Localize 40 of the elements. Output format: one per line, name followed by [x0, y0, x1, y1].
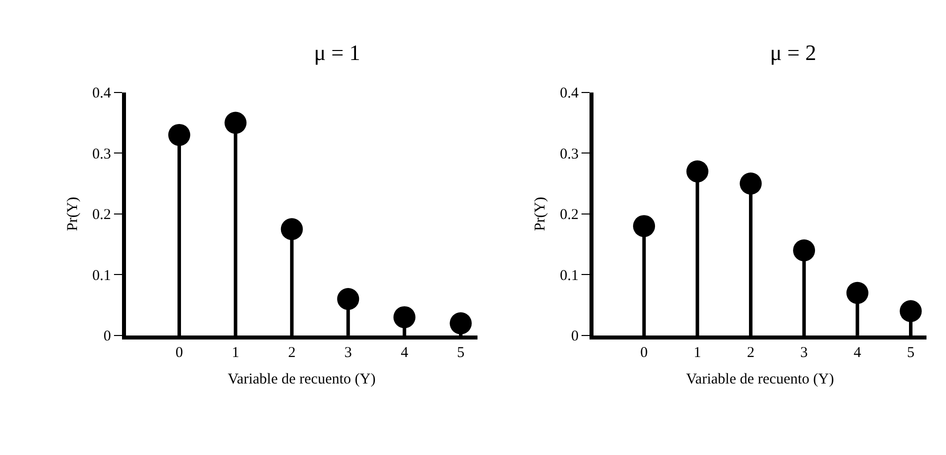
y-tick-label: 0.2 — [92, 207, 111, 224]
chart-title: μ = 1 — [314, 40, 360, 65]
point — [686, 160, 708, 182]
x-tick-label: 0 — [640, 345, 648, 362]
y-tick-label: 0.1 — [92, 268, 111, 284]
point — [280, 218, 303, 240]
point — [793, 239, 816, 262]
y-axis-title: Pr(Y) — [65, 196, 81, 232]
point — [393, 306, 416, 328]
y-tick-label: 0 — [104, 328, 111, 345]
x-tick-label: 3 — [800, 345, 808, 362]
point — [224, 112, 247, 134]
point — [168, 124, 190, 146]
x-tick-label: 0 — [175, 345, 183, 362]
x-axis-title: Variable de recuento (Y) — [686, 372, 834, 388]
x-tick-label: 5 — [906, 345, 914, 362]
y-tick-label: 0.3 — [560, 146, 579, 162]
point — [846, 282, 868, 304]
x-tick-label: 4 — [854, 345, 862, 362]
y-tick-label: 0.2 — [560, 207, 579, 224]
point — [633, 215, 656, 238]
point — [450, 312, 472, 334]
x-axis-title: Variable de recuento (Y) — [228, 372, 376, 388]
point — [740, 172, 762, 195]
chart-title: μ = 2 — [770, 40, 816, 65]
x-tick-label: 1 — [694, 345, 702, 362]
y-tick-label: 0 — [571, 328, 579, 345]
x-tick-label: 1 — [232, 345, 240, 362]
y-axis-title: Pr(Y) — [532, 196, 549, 232]
y-tick-label: 0.1 — [560, 268, 579, 284]
y-tick-label: 0.3 — [92, 146, 111, 162]
x-tick-label: 3 — [344, 345, 352, 362]
y-tick-label: 0.4 — [560, 86, 580, 102]
x-tick-label: 5 — [456, 345, 464, 362]
y-tick-label: 0.4 — [92, 86, 112, 102]
x-tick-label: 2 — [746, 345, 754, 362]
point — [337, 288, 360, 310]
x-tick-label: 4 — [400, 345, 409, 362]
point — [900, 300, 922, 322]
x-tick-label: 2 — [288, 345, 296, 362]
